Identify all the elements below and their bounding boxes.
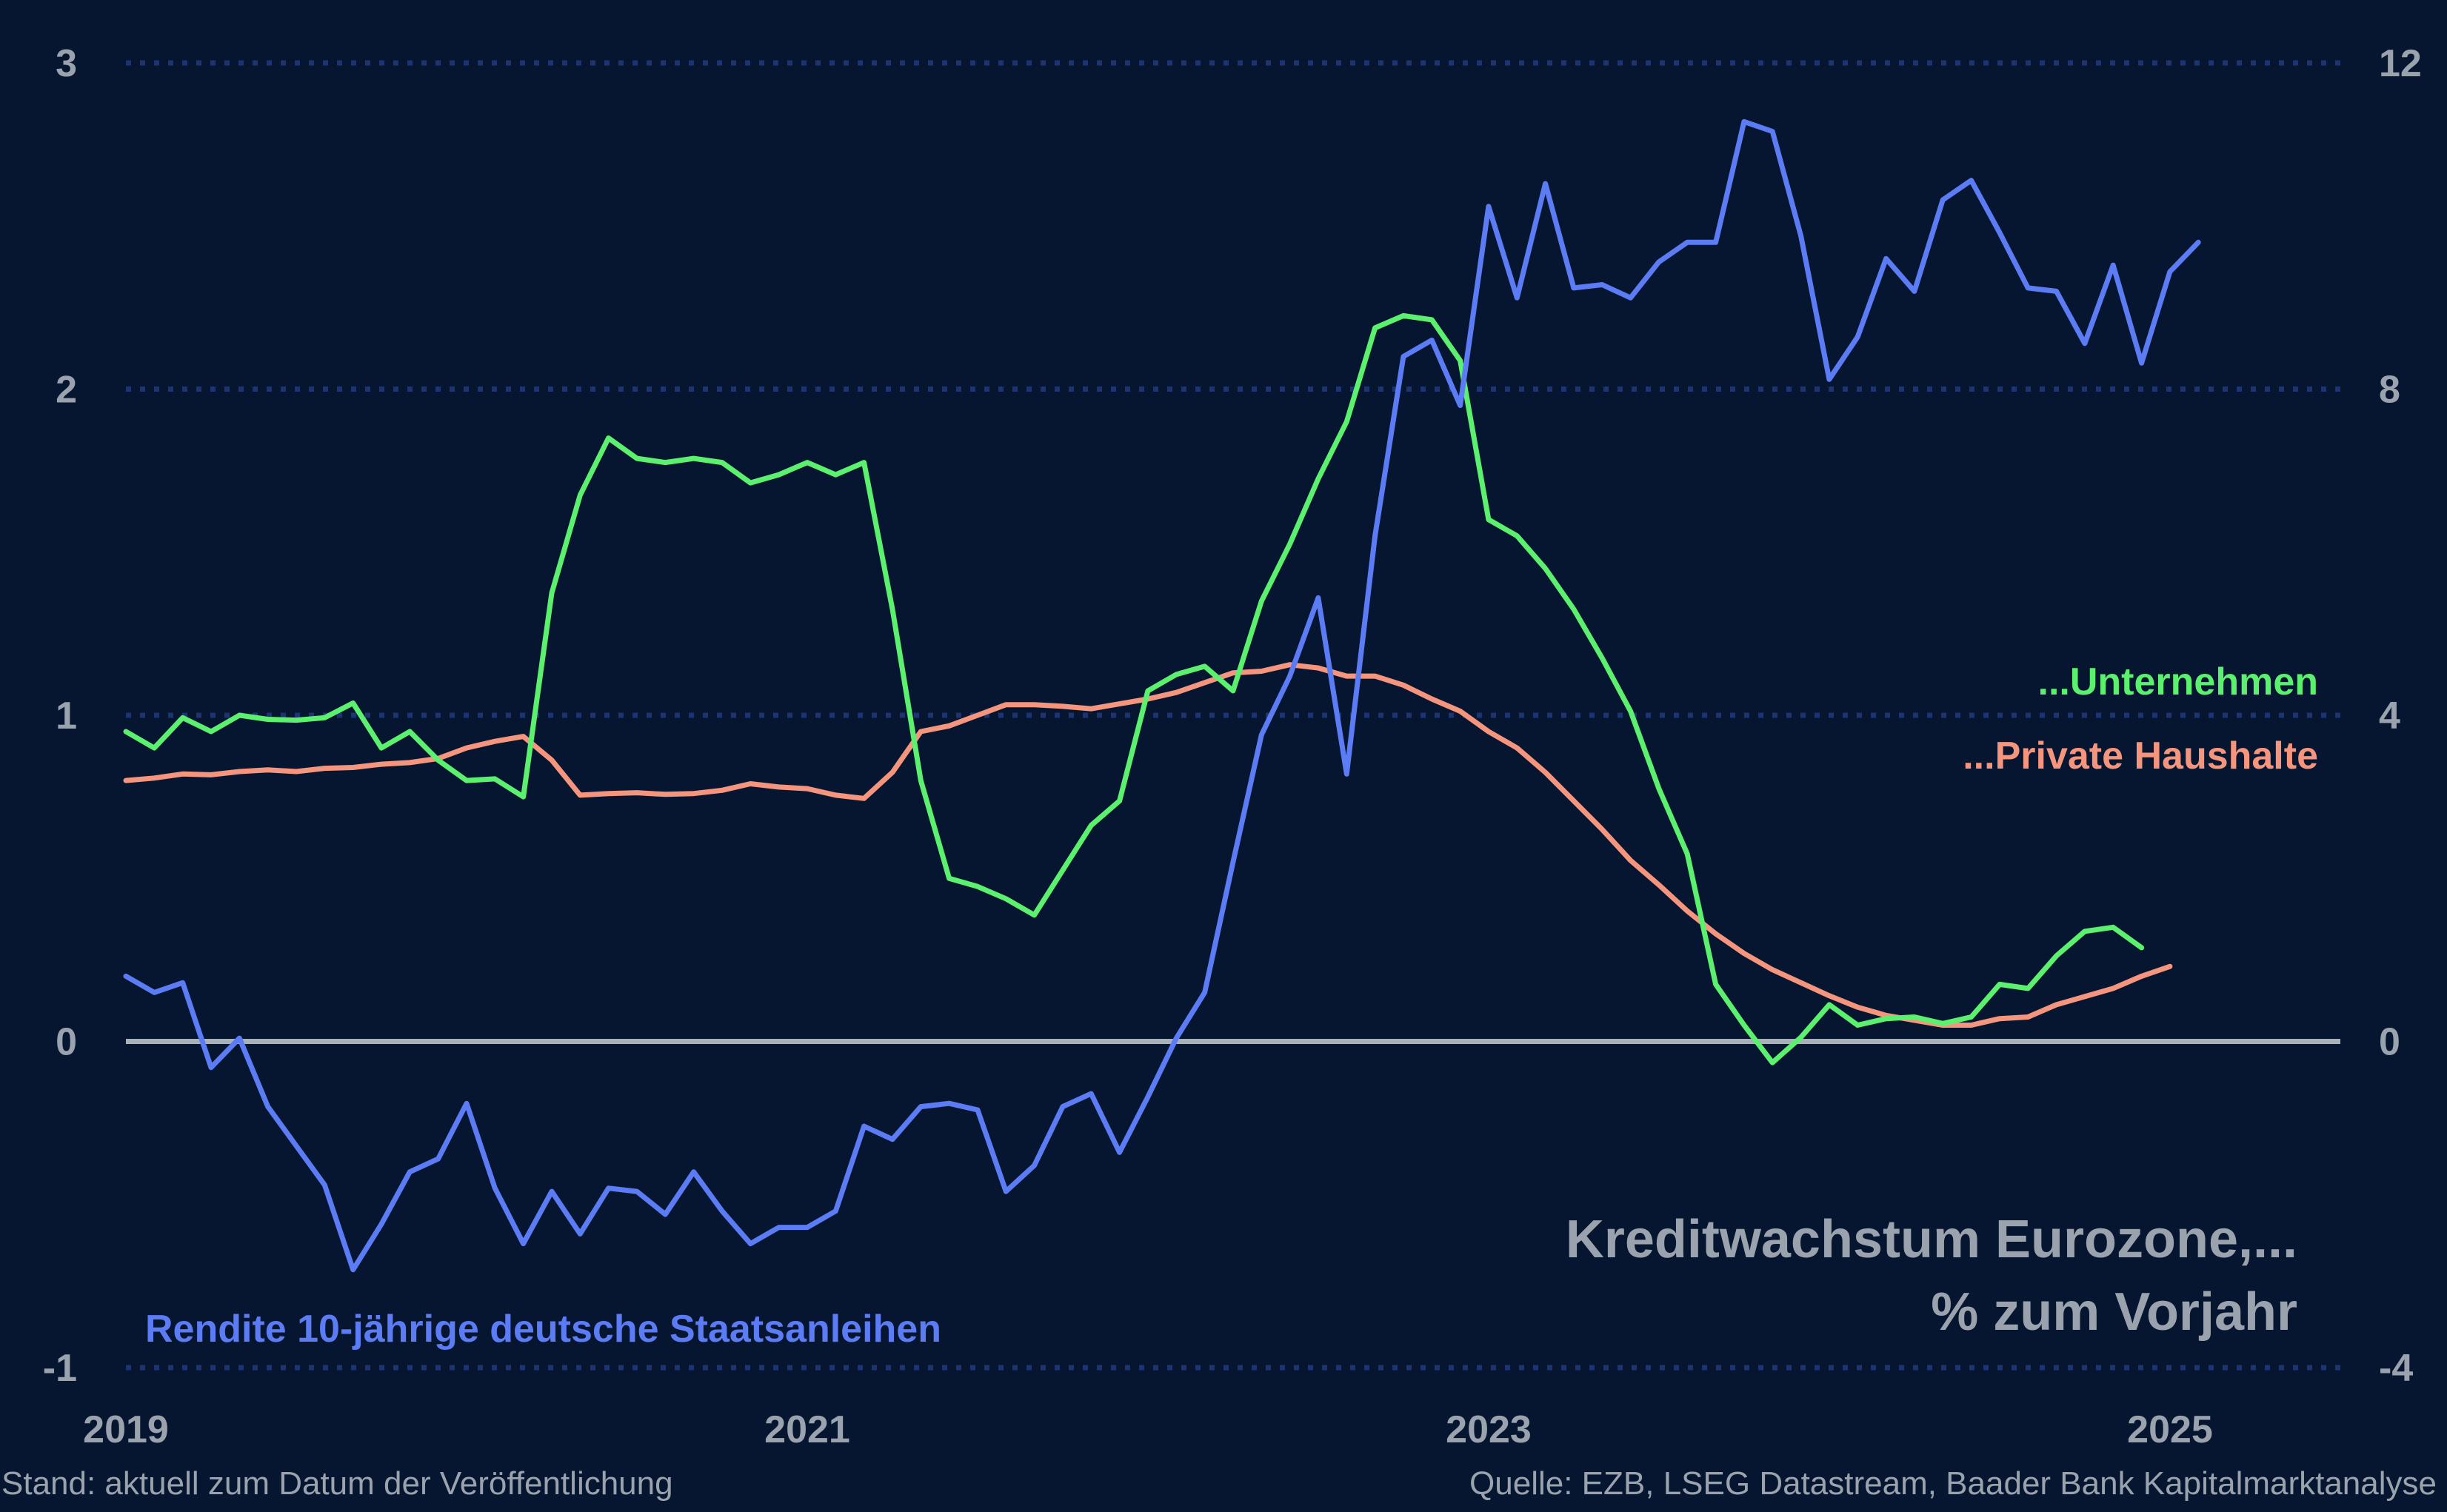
rendite-label: Rendite 10-jährige deutsche Staatsanleih… [145, 1308, 941, 1351]
right-axis: 12 8 4 0 -4 [2379, 42, 2422, 1390]
right-tick-label: 4 [2379, 695, 2400, 737]
haushalte-line [123, 662, 2173, 1028]
left-tick-label: 2 [56, 369, 77, 412]
right-tick-label: 8 [2379, 369, 2400, 412]
haushalte-label: ...Private Haushalte [1963, 735, 2318, 777]
left-tick-label: 1 [56, 695, 77, 737]
chart-title: Kreditwachstum Eurozone,... [1566, 1210, 2297, 1269]
x-tick-label: 2019 [83, 1408, 169, 1451]
left-axis: 3 2 1 0 -1 [43, 42, 77, 1390]
unternehmen-line [123, 312, 2145, 1066]
unternehmen-label: ...Unternehmen [2038, 660, 2319, 703]
right-tick-label: -4 [2379, 1347, 2413, 1390]
x-tick-label: 2023 [1446, 1408, 1532, 1451]
right-tick-label: 0 [2379, 1021, 2400, 1064]
chart-subtitle: % zum Vorjahr [1931, 1282, 2297, 1342]
left-tick-label: 3 [56, 42, 77, 85]
footer-quelle: Quelle: EZB, LSEG Datastream, Baader Ban… [1469, 1465, 2437, 1502]
x-axis: 2019 2021 2023 2025 [83, 1408, 2213, 1451]
series-lines [123, 118, 2201, 1273]
footer-stand: Stand: aktuell zum Datum der Veröffentli… [1, 1465, 673, 1502]
left-tick-label: -1 [43, 1347, 77, 1390]
rendite-line [123, 118, 2201, 1273]
x-tick-label: 2025 [2127, 1408, 2213, 1451]
right-tick-label: 12 [2379, 42, 2422, 85]
grid-lines [126, 60, 2340, 1371]
left-tick-label: 0 [56, 1021, 77, 1064]
x-tick-label: 2021 [764, 1408, 850, 1451]
